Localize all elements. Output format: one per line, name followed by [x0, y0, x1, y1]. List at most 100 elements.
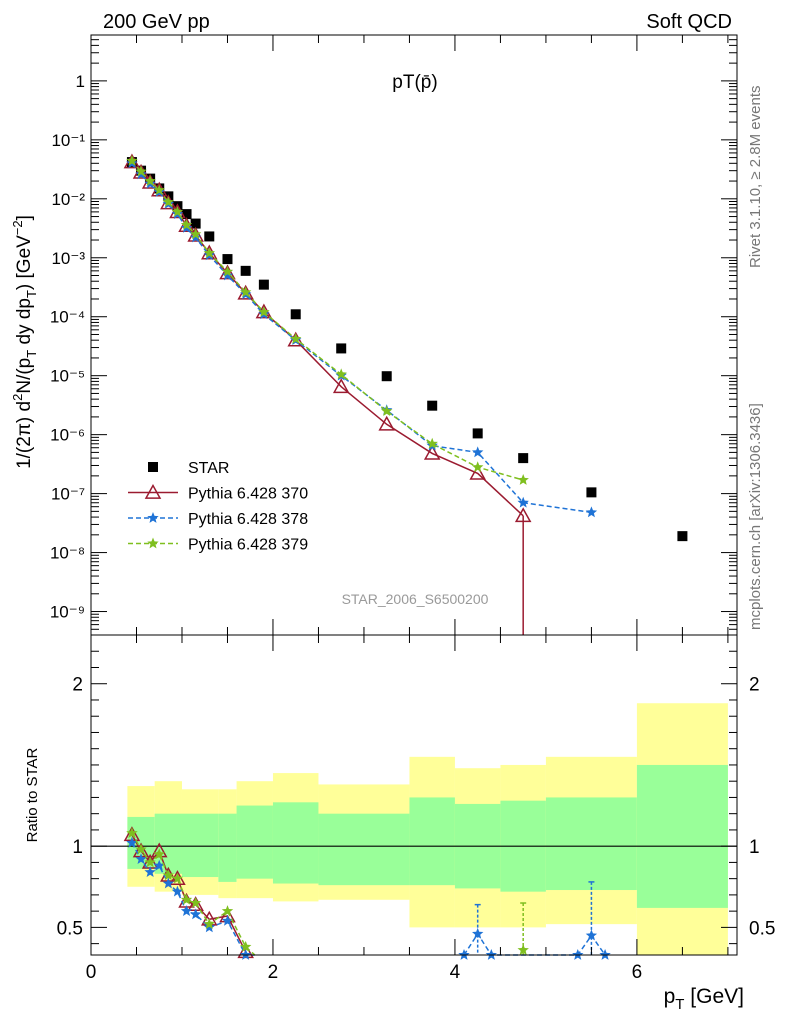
data-point — [221, 269, 234, 281]
ratio-point — [203, 918, 215, 929]
data-point — [171, 205, 184, 217]
data-point — [586, 487, 597, 498]
ratio-point — [240, 949, 252, 960]
data-point — [427, 400, 438, 411]
ratio-point — [153, 848, 165, 860]
band-inner — [236, 805, 273, 879]
legend-item: Pythia 6.428 379 — [128, 537, 308, 554]
ratio-y-tick-label: 1 — [72, 837, 83, 858]
data-point — [335, 368, 347, 380]
ratio-point — [162, 869, 174, 881]
watermark: STAR_2006_S6500200 — [342, 591, 489, 607]
series-3 — [126, 154, 529, 485]
y-tick-label: 10⁻² — [51, 190, 85, 209]
ratio-point — [180, 905, 193, 916]
ratio-point — [144, 866, 156, 877]
band-inner — [409, 797, 455, 886]
ratio-panel: 0.5 0.5 1 1 2 2 0 2 4 6 Ratio to STAR pT [GeV] — [24, 634, 775, 1013]
ratio-line — [131, 842, 255, 956]
ratio-y-tick-label-right: 2 — [749, 675, 760, 696]
data-point — [135, 165, 147, 177]
header-right: Soft QCD — [646, 11, 732, 33]
data-point — [132, 163, 150, 179]
y-tick-label: 10⁻⁸ — [50, 544, 85, 563]
ratio-point — [189, 897, 202, 908]
band-inner — [636, 764, 728, 908]
main-data-layer — [123, 153, 688, 635]
data-point — [518, 453, 529, 464]
data-point — [240, 286, 252, 298]
ratio-point — [221, 914, 234, 926]
ratio-y-tick-label-right: 1 — [749, 837, 760, 858]
ratio-point — [135, 843, 147, 855]
ratio-x-tick-label: 0 — [86, 962, 97, 983]
series-0 — [126, 157, 688, 542]
y-tick-label: 10⁻⁶ — [50, 426, 85, 445]
y-tick-label: 10⁻¹ — [51, 131, 85, 150]
data-point — [469, 464, 486, 480]
main-ylabel: 1/(2π) d2N/(pT dy dpT) [GeV−2] — [10, 215, 39, 469]
ratio-y-tick-label: 0.5 — [57, 918, 83, 939]
ratio-point — [162, 877, 174, 889]
ratio-point — [572, 949, 584, 960]
data-point — [378, 415, 395, 431]
legend-label: Pythia 6.428 379 — [188, 537, 308, 554]
data-point — [178, 217, 195, 233]
data-point — [517, 474, 529, 485]
ratio-x-tick-label: 6 — [632, 962, 643, 983]
data-point — [381, 371, 392, 382]
data-point — [258, 306, 270, 317]
data-point — [585, 506, 598, 518]
ratio-x-tick-label: 4 — [450, 962, 461, 983]
ratio-x-tick-label: 2 — [268, 962, 279, 983]
band-inner — [218, 813, 237, 882]
data-point — [221, 265, 234, 277]
ratio-xlabel: pT [GeV] — [664, 985, 744, 1013]
data-point — [181, 209, 192, 220]
legend-marker — [147, 537, 159, 549]
ratio-point — [599, 949, 611, 960]
ratio-point — [472, 927, 484, 939]
ratio-point — [126, 836, 138, 848]
series-line — [131, 160, 524, 481]
ratio-point — [144, 856, 156, 868]
data-point — [141, 173, 159, 189]
band-inner — [545, 797, 637, 891]
data-point — [153, 184, 165, 195]
legend-label: Pythia 6.428 370 — [188, 486, 308, 503]
data-point — [144, 175, 156, 186]
ratio-point — [203, 921, 215, 933]
ratio-point — [153, 859, 165, 871]
data-point — [472, 461, 484, 473]
data-point — [180, 219, 193, 230]
legend-item: Pythia 6.428 378 — [128, 511, 308, 528]
data-point — [187, 226, 204, 242]
data-point — [126, 154, 138, 166]
main-title: pT(p̄) — [392, 72, 437, 93]
legend-label: STAR — [188, 460, 229, 477]
data-point — [517, 496, 529, 508]
y-tick-label: 10⁻⁴ — [50, 308, 85, 327]
ratio-point — [458, 949, 470, 960]
ratio-y-tick-label: 2 — [72, 675, 83, 696]
data-point — [290, 309, 301, 320]
data-point — [189, 228, 202, 240]
data-point — [258, 279, 269, 290]
data-point — [162, 196, 174, 207]
main-axes: 10⁻⁹ 10⁻⁸ 10⁻⁷ 10⁻⁶ 10⁻⁵ 10⁻⁴ 10⁻³ 10⁻² 10⁻¹ 1 — [50, 34, 737, 636]
ratio-point — [171, 872, 184, 884]
ratio-y-tick-label-right: 0.5 — [749, 918, 775, 939]
ratio-line — [131, 832, 256, 956]
ratio-point — [485, 949, 497, 960]
data-point — [203, 247, 215, 258]
data-point — [240, 265, 251, 276]
ratio-point — [221, 905, 234, 916]
data-point — [472, 446, 484, 458]
ratio-series-1 — [126, 836, 611, 960]
data-point — [381, 405, 393, 416]
data-point — [219, 264, 236, 280]
rivet-label: Rivet 3.1.10, ≥ 2.8M events — [747, 86, 764, 269]
legend-label: Pythia 6.428 378 — [188, 511, 308, 528]
y-tick-label: 10⁻⁵ — [50, 367, 85, 386]
legend-marker — [147, 512, 159, 523]
